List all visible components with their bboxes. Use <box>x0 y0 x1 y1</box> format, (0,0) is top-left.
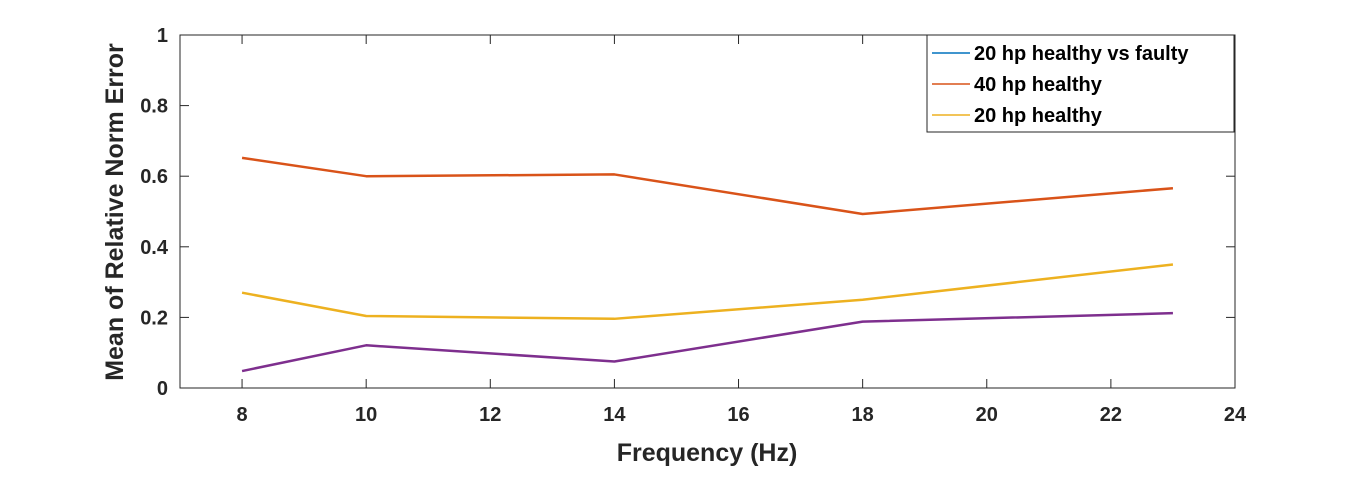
x-tick-label: 14 <box>603 404 626 426</box>
y-tick-label: 0.6 <box>140 166 168 188</box>
x-tick-label: 22 <box>1100 404 1122 426</box>
legend: 20 hp healthy vs faulty 40 hp healthy 20 h… <box>926 34 1235 133</box>
legend-box <box>926 34 1235 133</box>
x-tick-label: 24 <box>1224 404 1247 426</box>
y-tick-label: 1 <box>157 25 168 47</box>
y-tick-label: 0.8 <box>140 96 168 118</box>
legend-entry-label: 20 hp healthy vs faulty <box>974 43 1189 65</box>
y-tick-label: 0 <box>157 378 168 400</box>
series-line-4 <box>241 311 1173 373</box>
x-tick-label: 20 <box>976 404 998 426</box>
y-tick-label: 0.2 <box>140 307 168 329</box>
x-tick-label: 12 <box>479 404 501 426</box>
x-tick-label: 18 <box>852 404 874 426</box>
x-tick-label: 16 <box>727 404 749 426</box>
legend-entry-label: 20 hp healthy <box>974 105 1103 127</box>
plot-frame <box>179 34 1236 389</box>
x-tick-label: 10 <box>355 404 377 426</box>
legend-entry-label: 40 hp healthy <box>974 74 1103 96</box>
plot-layer <box>241 156 1174 373</box>
series-line-2 <box>241 156 1174 216</box>
axes-layer: 8 10 12 14 16 18 20 22 24 0 0.2 0.4 0.6 0.8 1 <box>140 25 1247 426</box>
x-axis-label: Frequency (Hz) <box>617 439 798 467</box>
x-tick-label: 8 <box>236 404 247 426</box>
y-axis-label: Mean of Relative Norm Error <box>101 43 129 381</box>
series-line-3 <box>241 263 1174 321</box>
y-tick-label: 0.4 <box>140 237 169 259</box>
